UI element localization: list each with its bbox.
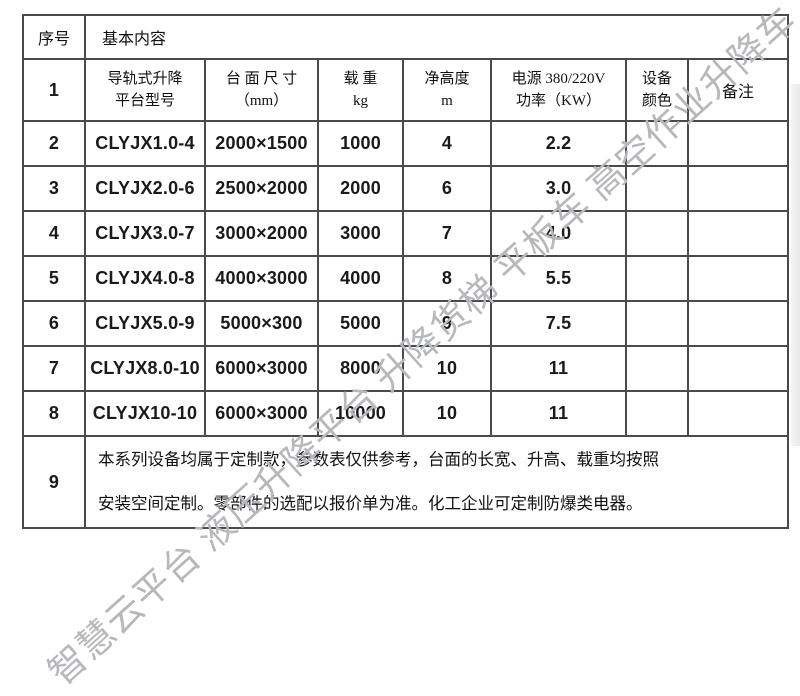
row-index-cell: 7 — [22, 345, 86, 392]
page-edge-shadow — [791, 84, 800, 446]
load-cell: 2000 — [317, 165, 404, 212]
model-cell: CLYJX1.0-4 — [84, 120, 206, 167]
power-cell: 2.2 — [490, 120, 627, 167]
note-row: 9 本系列设备均属于定制款，参数表仅供参考，台面的长宽、升高、载重均按照 安装空… — [22, 435, 790, 529]
color-cell — [625, 165, 689, 212]
note-cell — [686, 165, 790, 212]
row-index-cell: 3 — [22, 165, 86, 212]
color-cell — [625, 390, 689, 437]
table-row: 3 CLYJX2.0-6 2500×2000 2000 6 3.0 — [22, 165, 790, 212]
model-cell: CLYJX4.0-8 — [84, 255, 206, 302]
color-cell — [625, 255, 689, 302]
table-row: 8 CLYJX10-10 6000×3000 10000 10 11 — [22, 390, 790, 437]
height-cell: 6 — [402, 165, 492, 212]
color-cell — [625, 210, 689, 257]
size-cell: 6000×3000 — [204, 390, 319, 437]
row-index-cell: 6 — [22, 300, 86, 347]
model-cell: CLYJX2.0-6 — [84, 165, 206, 212]
height-cell: 9 — [402, 300, 492, 347]
note-cell — [686, 300, 790, 347]
power-cell: 4.0 — [490, 210, 627, 257]
size-cell: 3000×2000 — [204, 210, 319, 257]
color-header-cell: 设备 颜色 — [625, 58, 689, 122]
size-cell: 2500×2000 — [204, 165, 319, 212]
row-index-cell: 5 — [22, 255, 86, 302]
height-header-cell: 净高度 m — [402, 58, 492, 122]
model-cell: CLYJX8.0-10 — [84, 345, 206, 392]
load-cell: 3000 — [317, 210, 404, 257]
load-cell: 4000 — [317, 255, 404, 302]
height-cell: 4 — [402, 120, 492, 167]
load-cell: 10000 — [317, 390, 404, 437]
load-cell: 5000 — [317, 300, 404, 347]
table-row: 4 CLYJX3.0-7 3000×2000 3000 7 4.0 — [22, 210, 790, 257]
note-header-cell: 备注 — [686, 58, 790, 122]
note-text-cell: 本系列设备均属于定制款，参数表仅供参考，台面的长宽、升高、载重均按照 安装空间定… — [83, 435, 790, 529]
size-cell: 2000×1500 — [204, 120, 319, 167]
power-header-cell: 电源 380/220V 功率（KW） — [490, 58, 627, 122]
model-cell: CLYJX5.0-9 — [84, 300, 206, 347]
size-cell: 6000×3000 — [204, 345, 319, 392]
note-cell — [686, 345, 790, 392]
spec-header-row: 1 导轨式升降 平台型号 台 面 尺 寸 （mm） 载 重 kg 净高度 m 电… — [22, 58, 790, 122]
row-index-cell: 2 — [22, 120, 86, 167]
note-index-cell: 9 — [22, 435, 86, 529]
size-cell: 4000×3000 — [204, 255, 319, 302]
spec-table: 序号 基本内容 1 导轨式升降 平台型号 台 面 尺 寸 （mm） 载 重 kg… — [22, 14, 790, 529]
load-cell: 8000 — [317, 345, 404, 392]
table-row: 6 CLYJX5.0-9 5000×300 5000 9 7.5 — [22, 300, 790, 347]
color-cell — [625, 300, 689, 347]
content-header-cell: 基本内容 — [83, 14, 790, 60]
power-cell: 11 — [490, 390, 627, 437]
note-cell — [686, 390, 790, 437]
note-cell — [686, 210, 790, 257]
load-cell: 1000 — [317, 120, 404, 167]
model-header-cell: 导轨式升降 平台型号 — [84, 58, 206, 122]
table-row: 2 CLYJX1.0-4 2000×1500 1000 4 2.2 — [22, 120, 790, 167]
height-cell: 7 — [402, 210, 492, 257]
spec-index-cell: 1 — [22, 58, 86, 122]
note-cell — [686, 120, 790, 167]
color-cell — [625, 345, 689, 392]
size-cell: 5000×300 — [204, 300, 319, 347]
table-row: 7 CLYJX8.0-10 6000×3000 8000 10 11 — [22, 345, 790, 392]
note-cell — [686, 255, 790, 302]
size-header-cell: 台 面 尺 寸 （mm） — [204, 58, 319, 122]
header-row: 序号 基本内容 — [22, 14, 790, 60]
color-cell — [625, 120, 689, 167]
power-cell: 7.5 — [490, 300, 627, 347]
table-row: 5 CLYJX4.0-8 4000×3000 4000 8 5.5 — [22, 255, 790, 302]
model-cell: CLYJX3.0-7 — [84, 210, 206, 257]
power-cell: 11 — [490, 345, 627, 392]
height-cell: 8 — [402, 255, 492, 302]
power-cell: 3.0 — [490, 165, 627, 212]
load-header-cell: 载 重 kg — [317, 58, 404, 122]
row-index-cell: 4 — [22, 210, 86, 257]
height-cell: 10 — [402, 390, 492, 437]
height-cell: 10 — [402, 345, 492, 392]
row-index-cell: 8 — [22, 390, 86, 437]
model-cell: CLYJX10-10 — [84, 390, 206, 437]
power-cell: 5.5 — [490, 255, 627, 302]
serial-header-cell: 序号 — [22, 14, 86, 60]
